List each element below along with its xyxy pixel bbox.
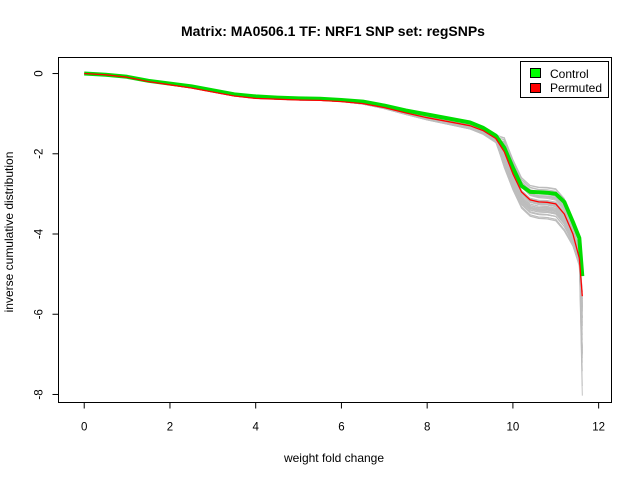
permutation-line xyxy=(84,73,583,303)
chart-title: Matrix: MA0506.1 TF: NRF1 SNP set: regSN… xyxy=(181,23,485,39)
permutation-line xyxy=(84,73,583,300)
permutation-line xyxy=(84,73,583,309)
permutation-line xyxy=(84,73,583,318)
permutation-line xyxy=(84,73,583,324)
permutation-line xyxy=(84,73,583,356)
permutation-line xyxy=(84,73,583,307)
x-tick-label: 0 xyxy=(81,422,87,434)
permutation-line xyxy=(84,73,583,336)
permutation-line xyxy=(84,73,583,313)
series-line-control xyxy=(84,71,585,277)
permutation-line xyxy=(84,73,583,326)
plot-box xyxy=(58,57,612,403)
permutation-line xyxy=(84,73,583,306)
permutation-line xyxy=(84,73,583,347)
permutation-line xyxy=(84,73,583,330)
series-lines-group xyxy=(84,71,585,297)
legend-label-control: Control xyxy=(550,67,589,81)
series-line-permuted xyxy=(84,72,583,297)
permutation-line xyxy=(84,73,583,363)
permutation-line xyxy=(84,73,583,323)
x-tick-label: 12 xyxy=(592,422,605,434)
permutation-line xyxy=(84,73,583,308)
y-tick-label: -4 xyxy=(34,228,46,239)
permutation-line xyxy=(84,73,583,318)
x-tick-label: 2 xyxy=(167,422,173,434)
permutation-line xyxy=(84,73,583,312)
x-axis: 0 2 4 6 8 10 12 xyxy=(81,402,605,434)
x-tick-label: 4 xyxy=(252,422,259,434)
x-tick-label: 6 xyxy=(338,422,344,434)
permutation-line xyxy=(84,73,583,301)
y-tick-label: 0 xyxy=(34,70,46,76)
permutation-line xyxy=(84,73,583,359)
permutation-lines-group xyxy=(84,73,583,396)
permutation-line xyxy=(84,73,583,304)
x-tick-label: 8 xyxy=(424,422,430,434)
permutation-line xyxy=(84,73,583,353)
permutation-line xyxy=(84,73,583,308)
permutation-line xyxy=(84,73,583,311)
legend-swatch-permuted xyxy=(530,83,541,93)
y-axis-label: inverse cumulative distribution xyxy=(2,152,16,313)
permutation-line xyxy=(84,73,583,302)
permutation-line xyxy=(84,73,583,327)
permutation-line xyxy=(84,73,583,349)
x-tick-label: 10 xyxy=(507,422,520,434)
permutation-line xyxy=(84,73,583,341)
y-axis: 0 -2 -4 -6 -8 xyxy=(34,70,59,400)
permutation-line xyxy=(84,73,583,319)
permutation-line xyxy=(84,73,583,306)
permutation-line xyxy=(84,73,583,354)
permutation-line xyxy=(84,73,583,321)
y-tick-label: -2 xyxy=(34,149,46,159)
legend: Control Permuted xyxy=(520,61,609,98)
permutation-line xyxy=(84,73,583,310)
permutation-line xyxy=(84,73,583,312)
permutation-line xyxy=(84,73,583,306)
permutation-line xyxy=(84,73,583,308)
permutation-line xyxy=(84,73,583,310)
permutation-line xyxy=(84,73,583,355)
permutation-line xyxy=(84,73,583,304)
permutation-line xyxy=(84,73,583,351)
permutation-line xyxy=(84,73,583,299)
y-tick-label: -6 xyxy=(34,309,46,319)
permutation-line xyxy=(84,73,583,303)
permutation-line xyxy=(84,73,583,349)
permutation-line xyxy=(84,73,583,318)
x-axis-label: weight fold change xyxy=(283,451,384,465)
permutation-line xyxy=(84,73,583,372)
permutation-line xyxy=(84,73,583,351)
permutation-line xyxy=(84,73,583,314)
permutation-line xyxy=(84,73,583,387)
permutation-line xyxy=(84,73,583,293)
permutation-line xyxy=(84,73,583,396)
permutation-line xyxy=(84,73,583,305)
permutation-line xyxy=(84,73,583,307)
permutation-line xyxy=(84,73,583,319)
permutation-line xyxy=(84,73,583,300)
permutation-line xyxy=(84,73,583,293)
legend-label-permuted: Permuted xyxy=(550,81,602,95)
permutation-line xyxy=(84,73,583,292)
permutation-line xyxy=(84,73,583,305)
legend-swatch-control xyxy=(530,68,541,78)
y-tick-label: -8 xyxy=(34,389,46,399)
permutation-line xyxy=(84,73,583,300)
permutation-line xyxy=(84,73,583,307)
permutation-line xyxy=(84,73,583,298)
